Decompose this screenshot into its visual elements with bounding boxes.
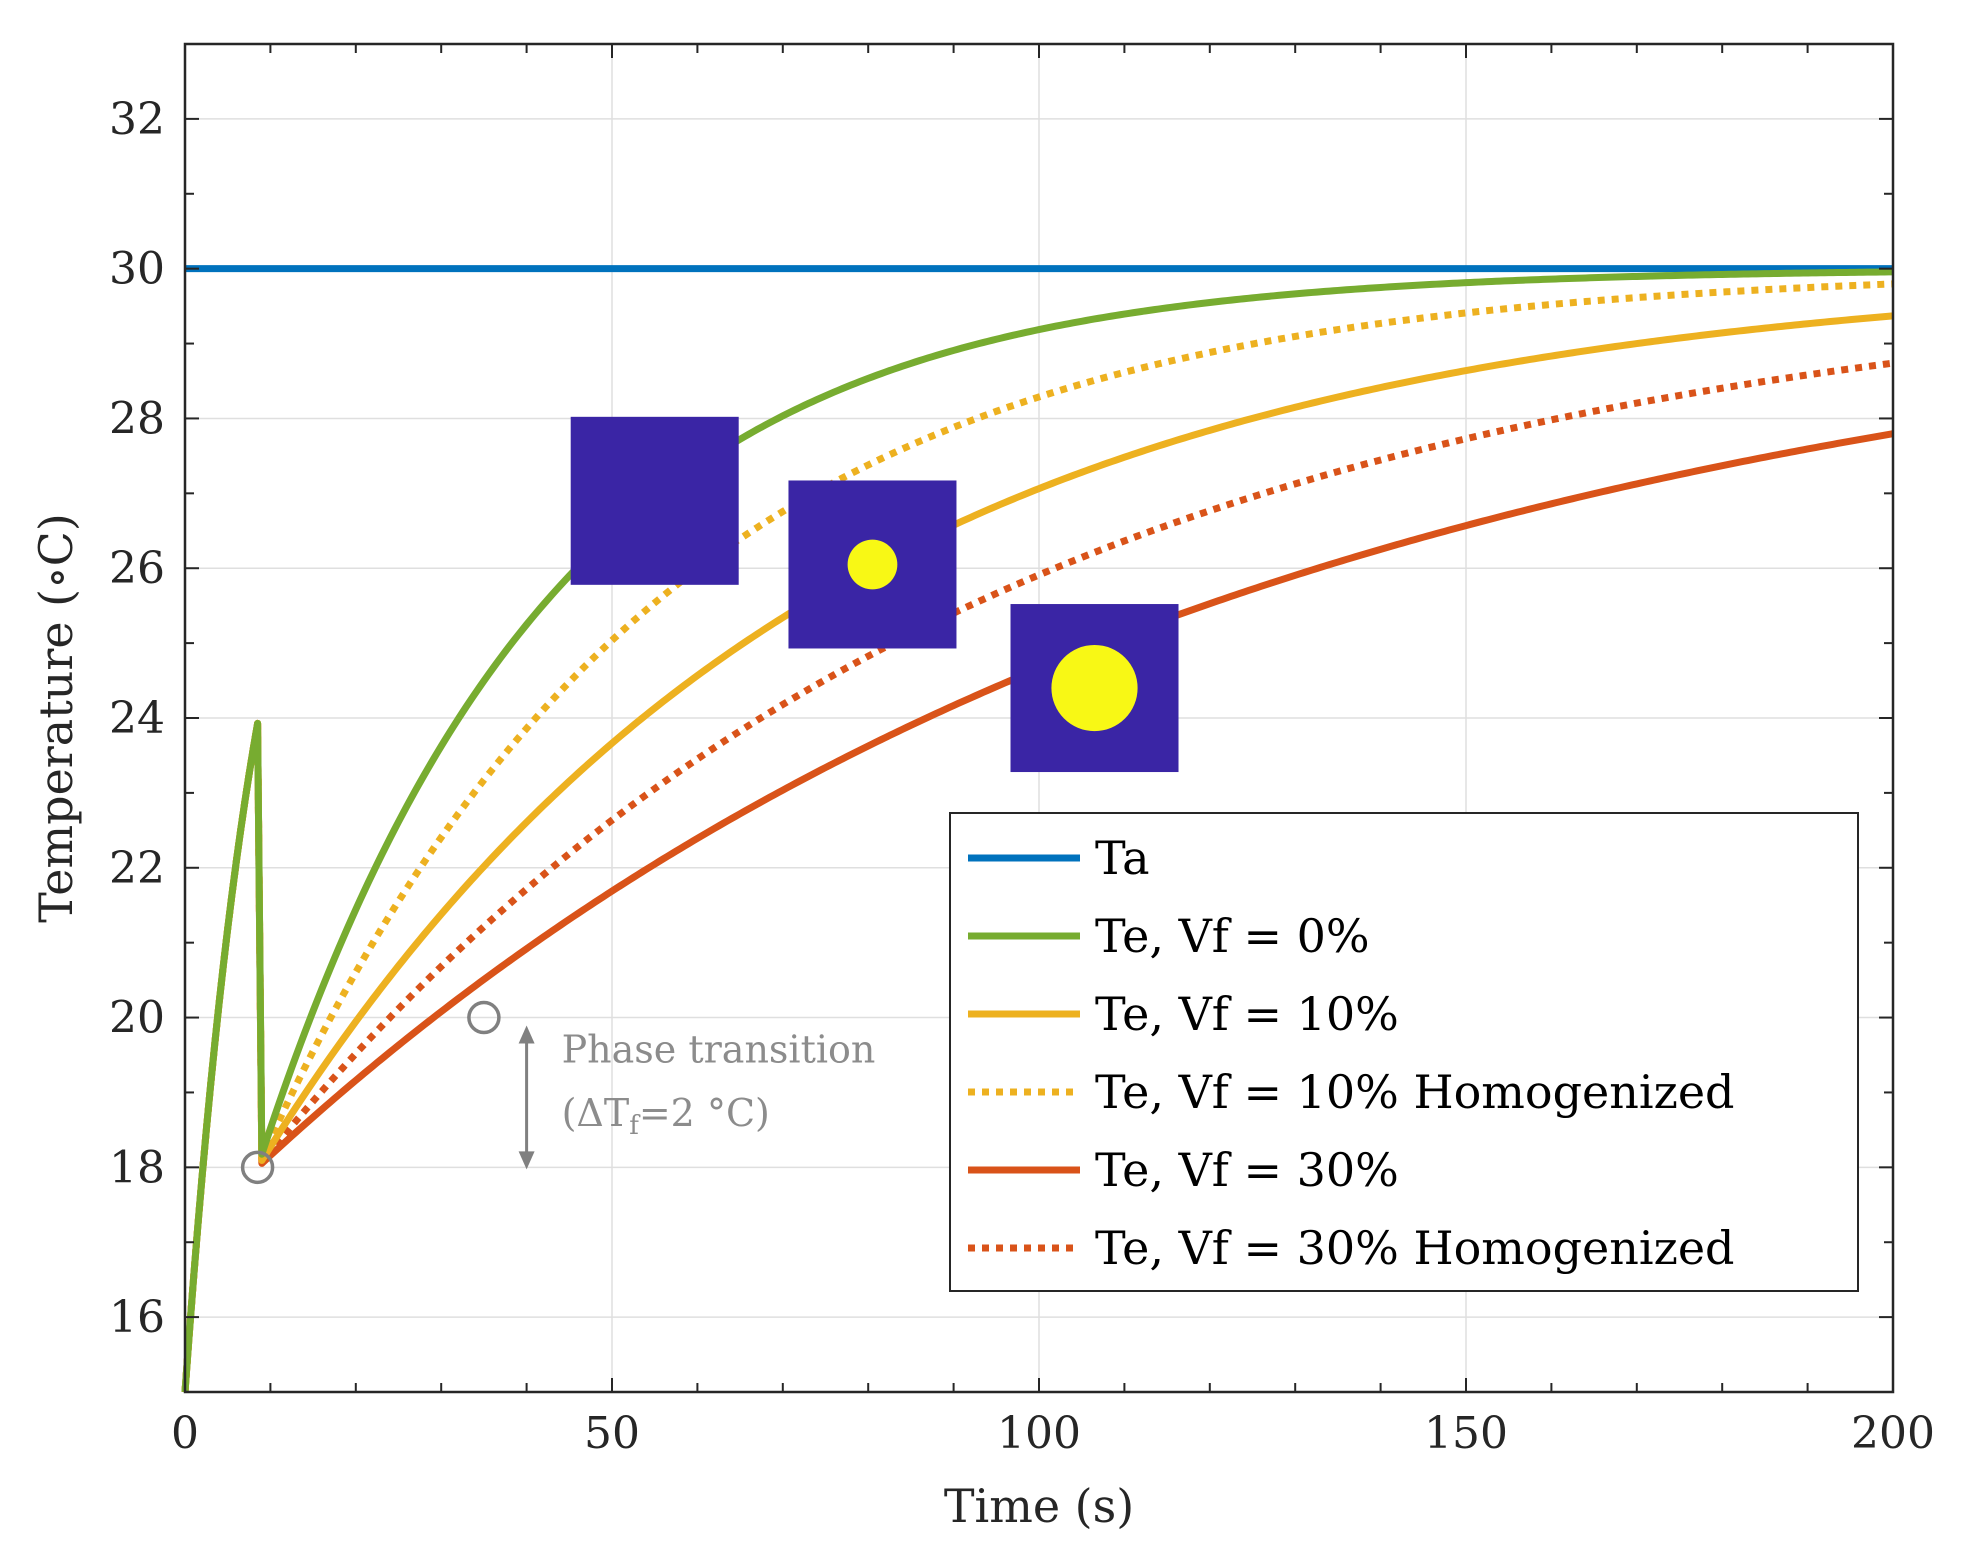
legend-label-2: Te, Vf = 10% — [1095, 987, 1399, 1041]
y-tick-label-28: 28 — [109, 393, 165, 444]
inset-vf-0-matrix — [570, 416, 739, 585]
legend-label-1: Te, Vf = 0% — [1095, 909, 1370, 963]
legend-box — [949, 812, 1859, 1292]
legend-label-5: Te, Vf = 30% Homogenized — [1095, 1221, 1735, 1275]
phase-arrowhead-top-icon — [518, 1025, 535, 1044]
series-line-5 — [181, 359, 1894, 1393]
phase-annotation-line2: (ΔTf=2 °C) — [562, 1091, 770, 1141]
series-line-2 — [181, 312, 1894, 1393]
phase-markers — [240, 1000, 501, 1185]
series-line-1 — [181, 268, 1894, 1393]
inset-vf-10-inclusion — [847, 539, 898, 590]
y-tick-label-18: 18 — [109, 1142, 165, 1193]
x-tick-label-200: 200 — [1851, 1408, 1935, 1459]
legend-label-0: Ta — [1095, 831, 1150, 885]
inset-images — [570, 416, 1179, 773]
legend-label-4: Te, Vf = 30% — [1095, 1143, 1399, 1197]
phase-annotation-suffix: =2 °C) — [639, 1091, 770, 1135]
marker-phase-start — [240, 1150, 275, 1185]
x-axis-label: Time (s) — [944, 1479, 1134, 1533]
y-tick-label-30: 30 — [109, 244, 165, 295]
x-tick-label-150: 150 — [1424, 1408, 1508, 1459]
y-tick-label-16: 16 — [109, 1292, 165, 1343]
phase-annotation-line1: Phase transition — [562, 1027, 876, 1071]
y-tick-label-32: 32 — [109, 94, 165, 145]
inset-vf-30-inclusion — [1051, 644, 1138, 732]
marker-phase-end — [467, 1000, 501, 1035]
y-tick-label-24: 24 — [109, 693, 165, 744]
legend: Ta Te, Vf = 0% Te, Vf = 10% Te, Vf = 10% Ho… — [949, 812, 1859, 1292]
y-tick-label-26: 26 — [109, 543, 165, 594]
axes: 0 50 100 150 200 16 18 20 22 24 26 28 30 32 — [109, 42, 1935, 1459]
phase-annotation: Phase transition (ΔTf=2 °C) — [518, 1025, 876, 1170]
x-tick-label-50: 50 — [584, 1408, 640, 1459]
series-line-3 — [181, 280, 1894, 1393]
phase-arrowhead-bottom-icon — [518, 1151, 535, 1170]
y-tick-label-22: 22 — [109, 843, 165, 894]
legend-label-3: Te, Vf = 10% Homogenized — [1095, 1065, 1735, 1119]
y-axis-label: Temperature (∘C) — [29, 513, 83, 923]
y-tick-label-20: 20 — [109, 993, 165, 1044]
x-tick-label-100: 100 — [997, 1408, 1081, 1459]
phase-annotation-prefix: (ΔT — [562, 1091, 630, 1135]
x-tick-label-0: 0 — [171, 1408, 199, 1459]
phase-annotation-subscript: f — [629, 1111, 641, 1141]
